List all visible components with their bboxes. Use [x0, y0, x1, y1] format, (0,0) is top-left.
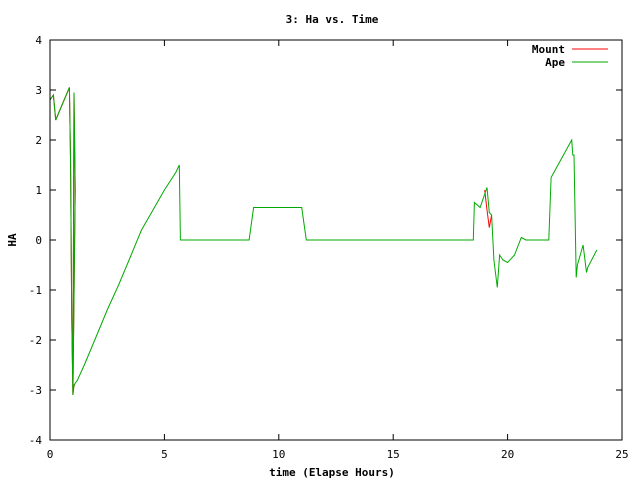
series-line-ape-2 — [49, 87, 598, 396]
x-tick-label: 20 — [501, 448, 514, 461]
y-tick-label: 0 — [35, 234, 42, 247]
x-tick-label: 10 — [272, 448, 285, 461]
x-tick-label: 25 — [615, 448, 628, 461]
series-line-mount-1 — [484, 189, 493, 228]
y-tick-label: 2 — [35, 134, 42, 147]
y-axis-label: HA — [6, 233, 19, 247]
x-tick-label: 15 — [387, 448, 400, 461]
y-tick-label: 1 — [35, 184, 42, 197]
y-tick-label: 4 — [35, 34, 42, 47]
y-tick-label: -4 — [29, 434, 43, 447]
legend-label-ape: Ape — [545, 56, 565, 69]
x-axis-label: time (Elapse Hours) — [269, 466, 395, 479]
y-tick-label: -1 — [29, 284, 42, 297]
x-tick-label: 0 — [47, 448, 54, 461]
legend: Mount Ape — [532, 43, 608, 69]
legend-label-mount: Mount — [532, 43, 565, 56]
chart-title: 3: Ha vs. Time — [286, 13, 379, 26]
x-tick-label: 5 — [161, 448, 168, 461]
y-tick-label: -2 — [29, 334, 42, 347]
y-tick-label: -3 — [29, 384, 42, 397]
y-tick-label: 3 — [35, 84, 42, 97]
plot-lines — [49, 87, 598, 396]
